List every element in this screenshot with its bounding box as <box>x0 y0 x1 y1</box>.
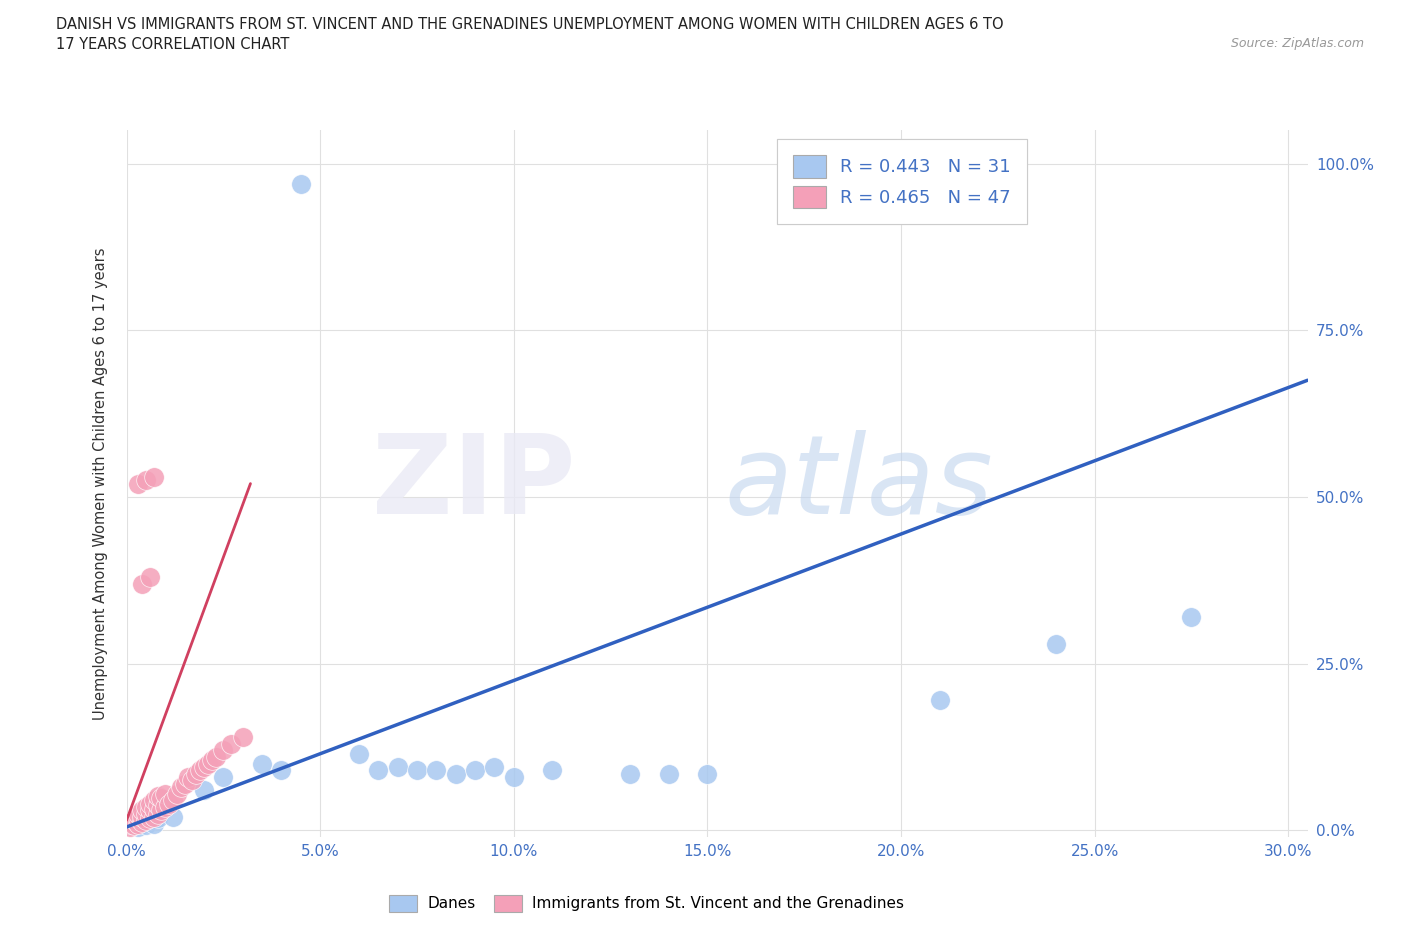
Point <box>131 809 153 824</box>
Point <box>387 760 409 775</box>
Point <box>127 476 149 491</box>
Text: Source: ZipAtlas.com: Source: ZipAtlas.com <box>1230 37 1364 50</box>
Point <box>142 793 165 808</box>
Point <box>444 766 467 781</box>
Point <box>139 811 162 826</box>
Text: atlas: atlas <box>724 430 993 538</box>
Point <box>347 746 370 761</box>
Point <box>204 750 226 764</box>
Point <box>127 811 149 826</box>
Point <box>135 800 157 815</box>
Point <box>177 769 200 784</box>
Point <box>157 796 180 811</box>
Point <box>250 756 273 771</box>
Point <box>120 819 142 834</box>
Point <box>135 813 157 828</box>
Point <box>131 577 153 591</box>
Point <box>166 786 188 801</box>
Point <box>155 786 177 801</box>
Point <box>146 789 169 804</box>
Point <box>290 176 312 191</box>
Point <box>464 763 486 777</box>
Point <box>186 766 208 781</box>
Point <box>131 815 153 830</box>
Point <box>120 817 142 831</box>
Point <box>658 766 681 781</box>
Point <box>142 802 165 817</box>
Point <box>139 569 162 584</box>
Point <box>541 763 564 777</box>
Point <box>142 809 165 824</box>
Point <box>1045 636 1067 651</box>
Point <box>150 803 173 817</box>
Point <box>928 693 950 708</box>
Point <box>619 766 641 781</box>
Legend: Danes, Immigrants from St. Vincent and the Grenadines: Danes, Immigrants from St. Vincent and t… <box>384 889 910 918</box>
Point <box>201 753 224 768</box>
Point <box>212 769 235 784</box>
Point <box>193 760 215 775</box>
Point <box>146 798 169 813</box>
Text: ZIP: ZIP <box>373 430 575 538</box>
Point <box>188 763 211 777</box>
Point <box>124 817 146 832</box>
Point <box>155 800 177 815</box>
Point <box>135 817 157 832</box>
Point <box>135 472 157 487</box>
Point <box>127 806 149 821</box>
Point <box>131 803 153 817</box>
Point <box>139 803 162 817</box>
Point <box>270 763 292 777</box>
Point <box>1180 609 1202 624</box>
Point <box>406 763 429 777</box>
Point <box>162 809 184 824</box>
Point <box>193 783 215 798</box>
Point <box>155 800 177 815</box>
Point <box>197 756 219 771</box>
Point <box>219 737 242 751</box>
Point <box>232 729 254 744</box>
Point <box>367 763 389 777</box>
Legend: R = 0.443   N = 31, R = 0.465   N = 47: R = 0.443 N = 31, R = 0.465 N = 47 <box>778 140 1026 224</box>
Point <box>484 760 506 775</box>
Point <box>142 470 165 485</box>
Point <box>150 790 173 805</box>
Point <box>124 813 146 828</box>
Point <box>181 773 204 788</box>
Point <box>162 793 184 808</box>
Point <box>139 813 162 828</box>
Point <box>425 763 447 777</box>
Text: 17 YEARS CORRELATION CHART: 17 YEARS CORRELATION CHART <box>56 37 290 52</box>
Text: DANISH VS IMMIGRANTS FROM ST. VINCENT AND THE GRENADINES UNEMPLOYMENT AMONG WOME: DANISH VS IMMIGRANTS FROM ST. VINCENT AN… <box>56 17 1004 32</box>
Point <box>131 815 153 830</box>
Point <box>120 817 142 832</box>
Point <box>173 777 195 791</box>
Point <box>696 766 718 781</box>
Point <box>135 806 157 821</box>
Point <box>142 817 165 831</box>
Point <box>127 819 149 834</box>
Point <box>502 769 524 784</box>
Point <box>146 811 169 826</box>
Point <box>146 806 169 821</box>
Point <box>170 779 193 794</box>
Point <box>212 743 235 758</box>
Point <box>139 796 162 811</box>
Point <box>124 817 146 831</box>
Y-axis label: Unemployment Among Women with Children Ages 6 to 17 years: Unemployment Among Women with Children A… <box>93 247 108 720</box>
Point <box>127 817 149 831</box>
